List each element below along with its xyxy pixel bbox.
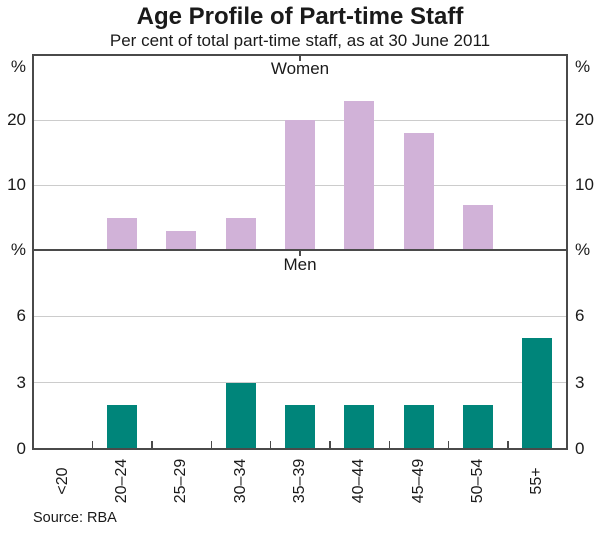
category-label: 40–44 — [350, 458, 368, 504]
frame-top-border — [32, 54, 568, 56]
y-axis-label-left: 20 — [7, 110, 26, 129]
axis-tick — [507, 441, 509, 449]
bar-women-4 — [285, 120, 315, 250]
category-label: 30–34 — [231, 458, 249, 504]
source-note: Source: RBA — [33, 510, 117, 526]
y-axis-label-right: 3 — [575, 372, 585, 392]
bar-women-5 — [344, 100, 375, 250]
y-axis-label-right: 10 — [575, 175, 594, 194]
axis-tick — [329, 441, 331, 449]
y-axis-label-right: 6 — [575, 306, 585, 326]
chart-subtitle: Per cent of total part-time staff, as at… — [109, 31, 491, 50]
y-axis-label-left: % — [10, 240, 26, 259]
axis-tick — [91, 441, 94, 449]
gridline — [33, 315, 567, 317]
frame-right-border — [566, 54, 568, 450]
y-axis-label-left: 6 — [16, 306, 26, 326]
y-axis-label-right: 20 — [575, 110, 594, 129]
axis-tick — [210, 441, 212, 449]
gridline — [33, 382, 567, 384]
category-label: 55+ — [528, 467, 546, 495]
panel-label-women: Women — [270, 59, 330, 78]
chart-title: Age Profile of Part-time Staff — [136, 3, 464, 30]
axis-center-tick — [299, 55, 301, 61]
y-axis-label-right: % — [575, 240, 591, 259]
category-label: 50–54 — [469, 458, 486, 504]
y-axis-label-left: 3 — [16, 372, 26, 392]
panel-label-men: Men — [283, 255, 317, 274]
bar-women-2 — [166, 230, 197, 250]
category-label: 25–29 — [172, 458, 190, 504]
bar-women-7 — [463, 204, 493, 250]
bar-women-3 — [225, 217, 256, 250]
bar-men-1 — [107, 404, 137, 449]
bar-women-1 — [107, 217, 137, 250]
axis-tick — [388, 441, 390, 449]
bar-men-4 — [285, 404, 315, 449]
panel-divider — [32, 249, 568, 251]
bar-men-7 — [463, 404, 493, 449]
axis-tick — [269, 441, 272, 449]
bar-men-3 — [225, 382, 256, 449]
axis-tick — [447, 441, 450, 449]
y-axis-label-right: % — [575, 57, 591, 76]
bar-men-5 — [344, 404, 375, 449]
bar-men-6 — [403, 404, 434, 449]
y-axis-label-right: 0 — [575, 439, 585, 458]
axis-center-tick — [299, 250, 301, 256]
y-axis-label-left: 10 — [7, 175, 26, 194]
frame-bottom-axis — [32, 448, 568, 450]
category-label: 45–49 — [409, 458, 427, 504]
category-label: 35–39 — [291, 458, 308, 504]
y-axis-label-left: 0 — [16, 439, 26, 458]
bar-women-6 — [403, 133, 434, 250]
bar-men-8 — [522, 338, 553, 449]
axis-tick — [151, 441, 153, 449]
frame-left-border — [32, 54, 34, 450]
y-axis-label-left: % — [10, 57, 26, 76]
